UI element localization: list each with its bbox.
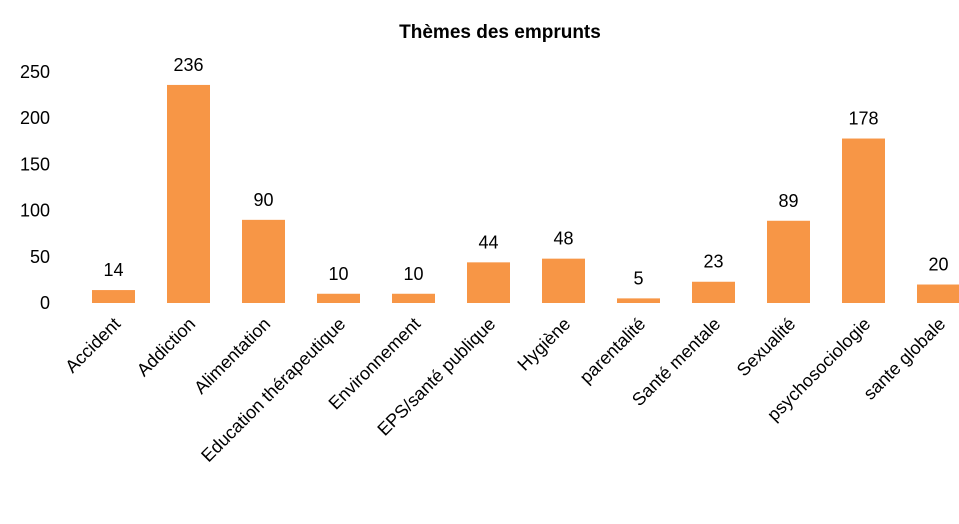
y-tick-label: 50 bbox=[30, 247, 50, 267]
x-tick-label: parentalité bbox=[576, 314, 650, 388]
bar bbox=[842, 138, 885, 303]
bar bbox=[692, 281, 735, 303]
bar bbox=[542, 258, 585, 303]
value-label: 10 bbox=[403, 264, 423, 284]
bar bbox=[242, 219, 285, 303]
bar bbox=[617, 298, 660, 303]
x-tick-label: Addiction bbox=[133, 314, 200, 381]
value-label: 44 bbox=[478, 232, 498, 252]
value-label: 20 bbox=[928, 255, 948, 275]
y-tick-label: 150 bbox=[20, 154, 50, 174]
value-label: 178 bbox=[848, 109, 878, 129]
bar bbox=[767, 220, 810, 303]
bar bbox=[317, 293, 360, 303]
x-tick-label: Education thérapeutique bbox=[197, 314, 349, 466]
value-label: 48 bbox=[553, 229, 573, 249]
x-tick-label: Sexualité bbox=[733, 314, 800, 381]
x-tick-label: Alimentation bbox=[190, 314, 274, 398]
x-tick-label: Accident bbox=[61, 314, 124, 377]
bar bbox=[167, 84, 210, 303]
value-label: 236 bbox=[173, 55, 203, 75]
y-tick-label: 200 bbox=[20, 108, 50, 128]
bar bbox=[467, 262, 510, 303]
y-tick-label: 100 bbox=[20, 201, 50, 221]
chart-title: Thèmes des emprunts bbox=[399, 22, 601, 43]
bar bbox=[917, 284, 959, 303]
bar bbox=[392, 293, 435, 303]
y-tick-label: 0 bbox=[40, 293, 50, 313]
value-label: 14 bbox=[103, 260, 123, 280]
value-label: 90 bbox=[253, 190, 273, 210]
y-tick-label: 250 bbox=[20, 62, 50, 82]
x-tick-label: Hygiène bbox=[513, 314, 574, 375]
value-label: 89 bbox=[778, 191, 798, 211]
value-label: 10 bbox=[328, 264, 348, 284]
value-label: 5 bbox=[633, 268, 643, 288]
bar bbox=[92, 290, 135, 303]
value-label: 23 bbox=[703, 252, 723, 272]
